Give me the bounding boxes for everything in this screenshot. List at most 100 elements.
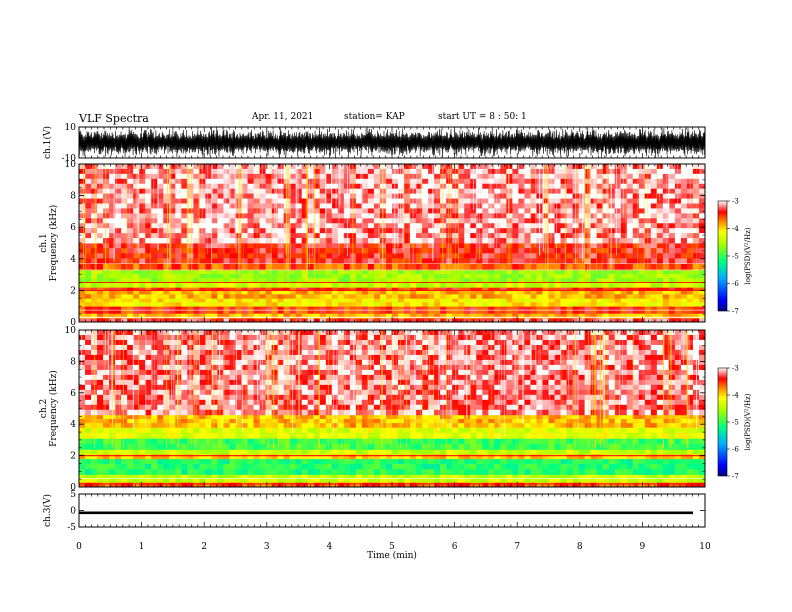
ch1-cell	[247, 253, 254, 259]
ch1-cell	[163, 178, 170, 185]
ch2-cell	[428, 463, 435, 470]
ch2-cell	[518, 463, 525, 470]
ch1-cell	[367, 278, 375, 283]
ch1-cell	[79, 253, 86, 259]
ch1-cell	[470, 287, 477, 291]
ch2-cell	[139, 482, 146, 488]
ch2-cell	[398, 432, 405, 439]
ch1-cell	[638, 253, 646, 259]
ch2-cell	[650, 478, 658, 483]
ch1-cell	[355, 188, 363, 195]
ch1-cell	[494, 218, 501, 224]
ch1-cell	[379, 294, 387, 299]
ch2-cell	[217, 478, 224, 483]
ch1-cell	[289, 208, 297, 214]
ch2-cell	[416, 463, 423, 470]
ch1-cell	[223, 213, 230, 219]
ch1-cell	[85, 258, 92, 264]
ch1-cell	[211, 258, 218, 264]
ch1-cell	[163, 218, 170, 224]
ch1-cell	[127, 294, 134, 299]
ch1-cell	[289, 282, 297, 288]
ch1-cell	[644, 213, 652, 219]
ch2-cell	[614, 469, 622, 475]
ch1-cell	[199, 193, 206, 199]
ch1-cell	[325, 228, 333, 234]
ch2-cell	[235, 443, 242, 450]
ch1-cell	[223, 287, 230, 291]
ch1-cell	[698, 290, 706, 295]
ch1-cell	[277, 164, 285, 170]
ch1-cell	[313, 258, 321, 264]
ch1-cell	[241, 208, 248, 214]
ch1-cell	[614, 248, 622, 254]
ch2-cell	[524, 443, 531, 450]
ch2-cell	[500, 463, 507, 470]
ch2-cell	[464, 443, 471, 450]
ch2-cell	[470, 443, 477, 450]
ch1-cell	[127, 282, 134, 288]
ch1-cell	[440, 173, 447, 180]
ch1-cell	[277, 298, 285, 303]
ch2-cell	[169, 427, 176, 434]
ch1-cell	[85, 298, 92, 303]
ch2-cell	[205, 463, 212, 470]
ch1-cell	[253, 208, 260, 214]
ch1-cell	[674, 248, 682, 254]
ch2-cell	[512, 474, 519, 479]
ch1-cell	[434, 253, 441, 259]
ch1-cell	[476, 223, 483, 229]
ch2-cell	[301, 443, 309, 450]
ch1-cell	[175, 238, 182, 244]
ch1-cell	[115, 287, 122, 291]
ch2-cell	[331, 449, 339, 455]
ch1-cell	[229, 282, 236, 288]
ch1-cell	[434, 173, 441, 180]
ch1-cell	[548, 298, 555, 303]
ch1-cell	[488, 243, 495, 249]
ch2-cell	[698, 454, 706, 460]
ch1-cell	[79, 233, 86, 239]
ch1-cell	[398, 274, 405, 279]
ch1-cell	[494, 243, 501, 249]
ch1-cell	[325, 263, 333, 271]
ch1-cell	[512, 208, 519, 214]
ch1-cell	[560, 294, 567, 299]
ch1-cell	[289, 274, 297, 279]
ch1-cell	[301, 287, 309, 291]
ch1-cell	[265, 278, 273, 283]
ch1-cell	[482, 168, 489, 175]
ch1-cell	[644, 263, 652, 271]
ch2-cell	[199, 438, 206, 445]
ch1-cell	[392, 298, 399, 303]
ch1-cell	[145, 258, 152, 264]
ch1-cell	[319, 302, 327, 307]
ch1-cell	[662, 218, 670, 224]
ch1-cell	[361, 238, 369, 244]
ch1-cell	[145, 218, 152, 224]
ch2-cell	[181, 482, 188, 488]
ch1-cell	[253, 233, 260, 239]
ch1-cell	[488, 213, 495, 219]
ch1-cell	[590, 248, 598, 254]
ch1-cell	[385, 218, 393, 224]
ch1-cell	[175, 290, 182, 295]
ch2-cell	[662, 449, 670, 455]
ch1-cell	[97, 282, 104, 288]
ch1-cell	[560, 178, 567, 185]
ch1-cell	[187, 173, 194, 180]
ch1-cell	[482, 263, 489, 271]
ch1-cell	[313, 263, 321, 271]
ch1-cell	[307, 278, 315, 283]
ch1-cell	[506, 228, 513, 234]
ch2-cell	[494, 427, 501, 434]
ch2-cell	[500, 454, 507, 460]
ch2-cell	[187, 478, 194, 483]
ch1-cell	[379, 318, 387, 323]
ch1-cell	[91, 294, 98, 299]
ch2-cell	[295, 482, 303, 488]
ch1-cell	[566, 188, 573, 195]
ch2-cell	[193, 454, 200, 460]
ch1-cell	[295, 213, 303, 219]
ch1-cell	[283, 318, 291, 323]
